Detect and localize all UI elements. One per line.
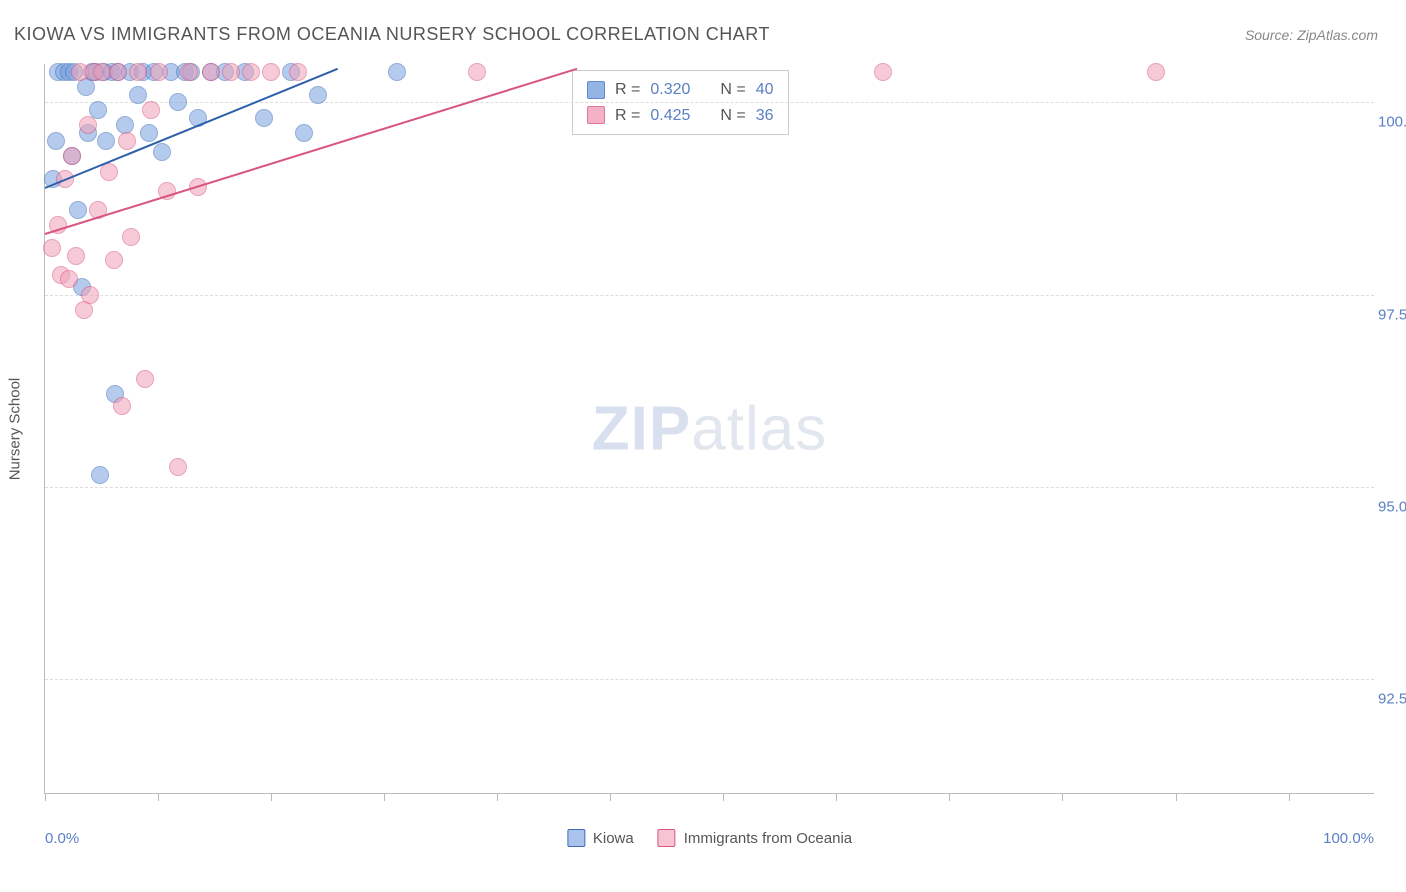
stat-n-label: N = <box>720 103 745 129</box>
data-point <box>129 63 147 81</box>
gridline <box>45 102 1374 103</box>
data-point <box>309 86 327 104</box>
data-point <box>262 63 280 81</box>
x-tick <box>1062 793 1063 801</box>
legend-item: Kiowa <box>567 829 634 847</box>
x-tick <box>158 793 159 801</box>
data-point <box>150 63 168 81</box>
stats-swatch <box>587 106 605 124</box>
data-point <box>295 124 313 142</box>
data-point <box>75 301 93 319</box>
y-tick-label: 92.5% <box>1378 690 1406 707</box>
y-tick-label: 95.0% <box>1378 498 1406 515</box>
data-point <box>169 458 187 476</box>
data-point <box>242 63 260 81</box>
data-point <box>202 63 220 81</box>
data-point <box>67 247 85 265</box>
data-point <box>109 63 127 81</box>
x-tick <box>1176 793 1177 801</box>
data-point <box>1147 63 1165 81</box>
x-tick <box>1289 793 1290 801</box>
data-point <box>60 270 78 288</box>
x-tick <box>45 793 46 801</box>
stat-n-label: N = <box>720 77 745 103</box>
data-point <box>105 251 123 269</box>
x-tick <box>723 793 724 801</box>
stat-n-value: 36 <box>756 103 774 129</box>
gridline <box>45 295 1374 296</box>
data-point <box>468 63 486 81</box>
data-point <box>129 86 147 104</box>
data-point <box>97 132 115 150</box>
x-tick <box>271 793 272 801</box>
legend-item: Immigrants from Oceania <box>658 829 852 847</box>
data-point <box>140 124 158 142</box>
data-point <box>89 101 107 119</box>
x-tick <box>497 793 498 801</box>
data-point <box>91 466 109 484</box>
data-point <box>222 63 240 81</box>
data-point <box>63 147 81 165</box>
watermark: ZIPatlas <box>592 393 827 464</box>
stats-row: R = 0.425 N = 36 <box>587 103 774 129</box>
x-tick <box>836 793 837 801</box>
data-point <box>81 286 99 304</box>
y-axis-title: Nursery School <box>7 377 24 480</box>
data-point <box>69 201 87 219</box>
stats-swatch <box>587 81 605 99</box>
stat-r-value: 0.320 <box>650 77 690 103</box>
y-tick-label: 100.0% <box>1378 114 1406 131</box>
data-point <box>180 63 198 81</box>
data-point <box>289 63 307 81</box>
y-tick-label: 97.5% <box>1378 306 1406 323</box>
correlation-chart: Nursery School ZIPatlas R =0.320N =40R =… <box>44 64 1374 794</box>
data-point <box>136 370 154 388</box>
data-point <box>142 101 160 119</box>
data-point <box>113 397 131 415</box>
x-tick <box>384 793 385 801</box>
x-axis-min-label: 0.0% <box>45 830 79 847</box>
legend-swatch <box>567 829 585 847</box>
data-point <box>122 228 140 246</box>
x-axis-max-label: 100.0% <box>1323 830 1374 847</box>
gridline <box>45 487 1374 488</box>
stat-r-label: R = <box>615 103 640 129</box>
data-point <box>118 132 136 150</box>
data-point <box>388 63 406 81</box>
source-label: Source: ZipAtlas.com <box>1245 27 1378 43</box>
legend-label: Kiowa <box>593 830 634 847</box>
header: KIOWA VS IMMIGRANTS FROM OCEANIA NURSERY… <box>0 0 1406 57</box>
stat-r-value: 0.425 <box>650 103 690 129</box>
legend-label: Immigrants from Oceania <box>684 830 852 847</box>
gridline <box>45 679 1374 680</box>
chart-legend: Kiowa Immigrants from Oceania <box>567 829 852 847</box>
data-point <box>153 143 171 161</box>
data-point <box>169 93 187 111</box>
watermark-zip: ZIP <box>592 394 691 463</box>
stats-row: R = 0.320 N = 40 <box>587 77 774 103</box>
stat-n-value: 40 <box>756 77 774 103</box>
data-point <box>47 132 65 150</box>
data-point <box>77 78 95 96</box>
data-point <box>874 63 892 81</box>
data-point <box>255 109 273 127</box>
stat-r-label: R = <box>615 77 640 103</box>
page-title: KIOWA VS IMMIGRANTS FROM OCEANIA NURSERY… <box>14 24 770 45</box>
x-tick <box>949 793 950 801</box>
data-point <box>79 116 97 134</box>
x-tick <box>610 793 611 801</box>
watermark-atlas: atlas <box>691 394 827 463</box>
data-point <box>43 239 61 257</box>
legend-swatch <box>658 829 676 847</box>
